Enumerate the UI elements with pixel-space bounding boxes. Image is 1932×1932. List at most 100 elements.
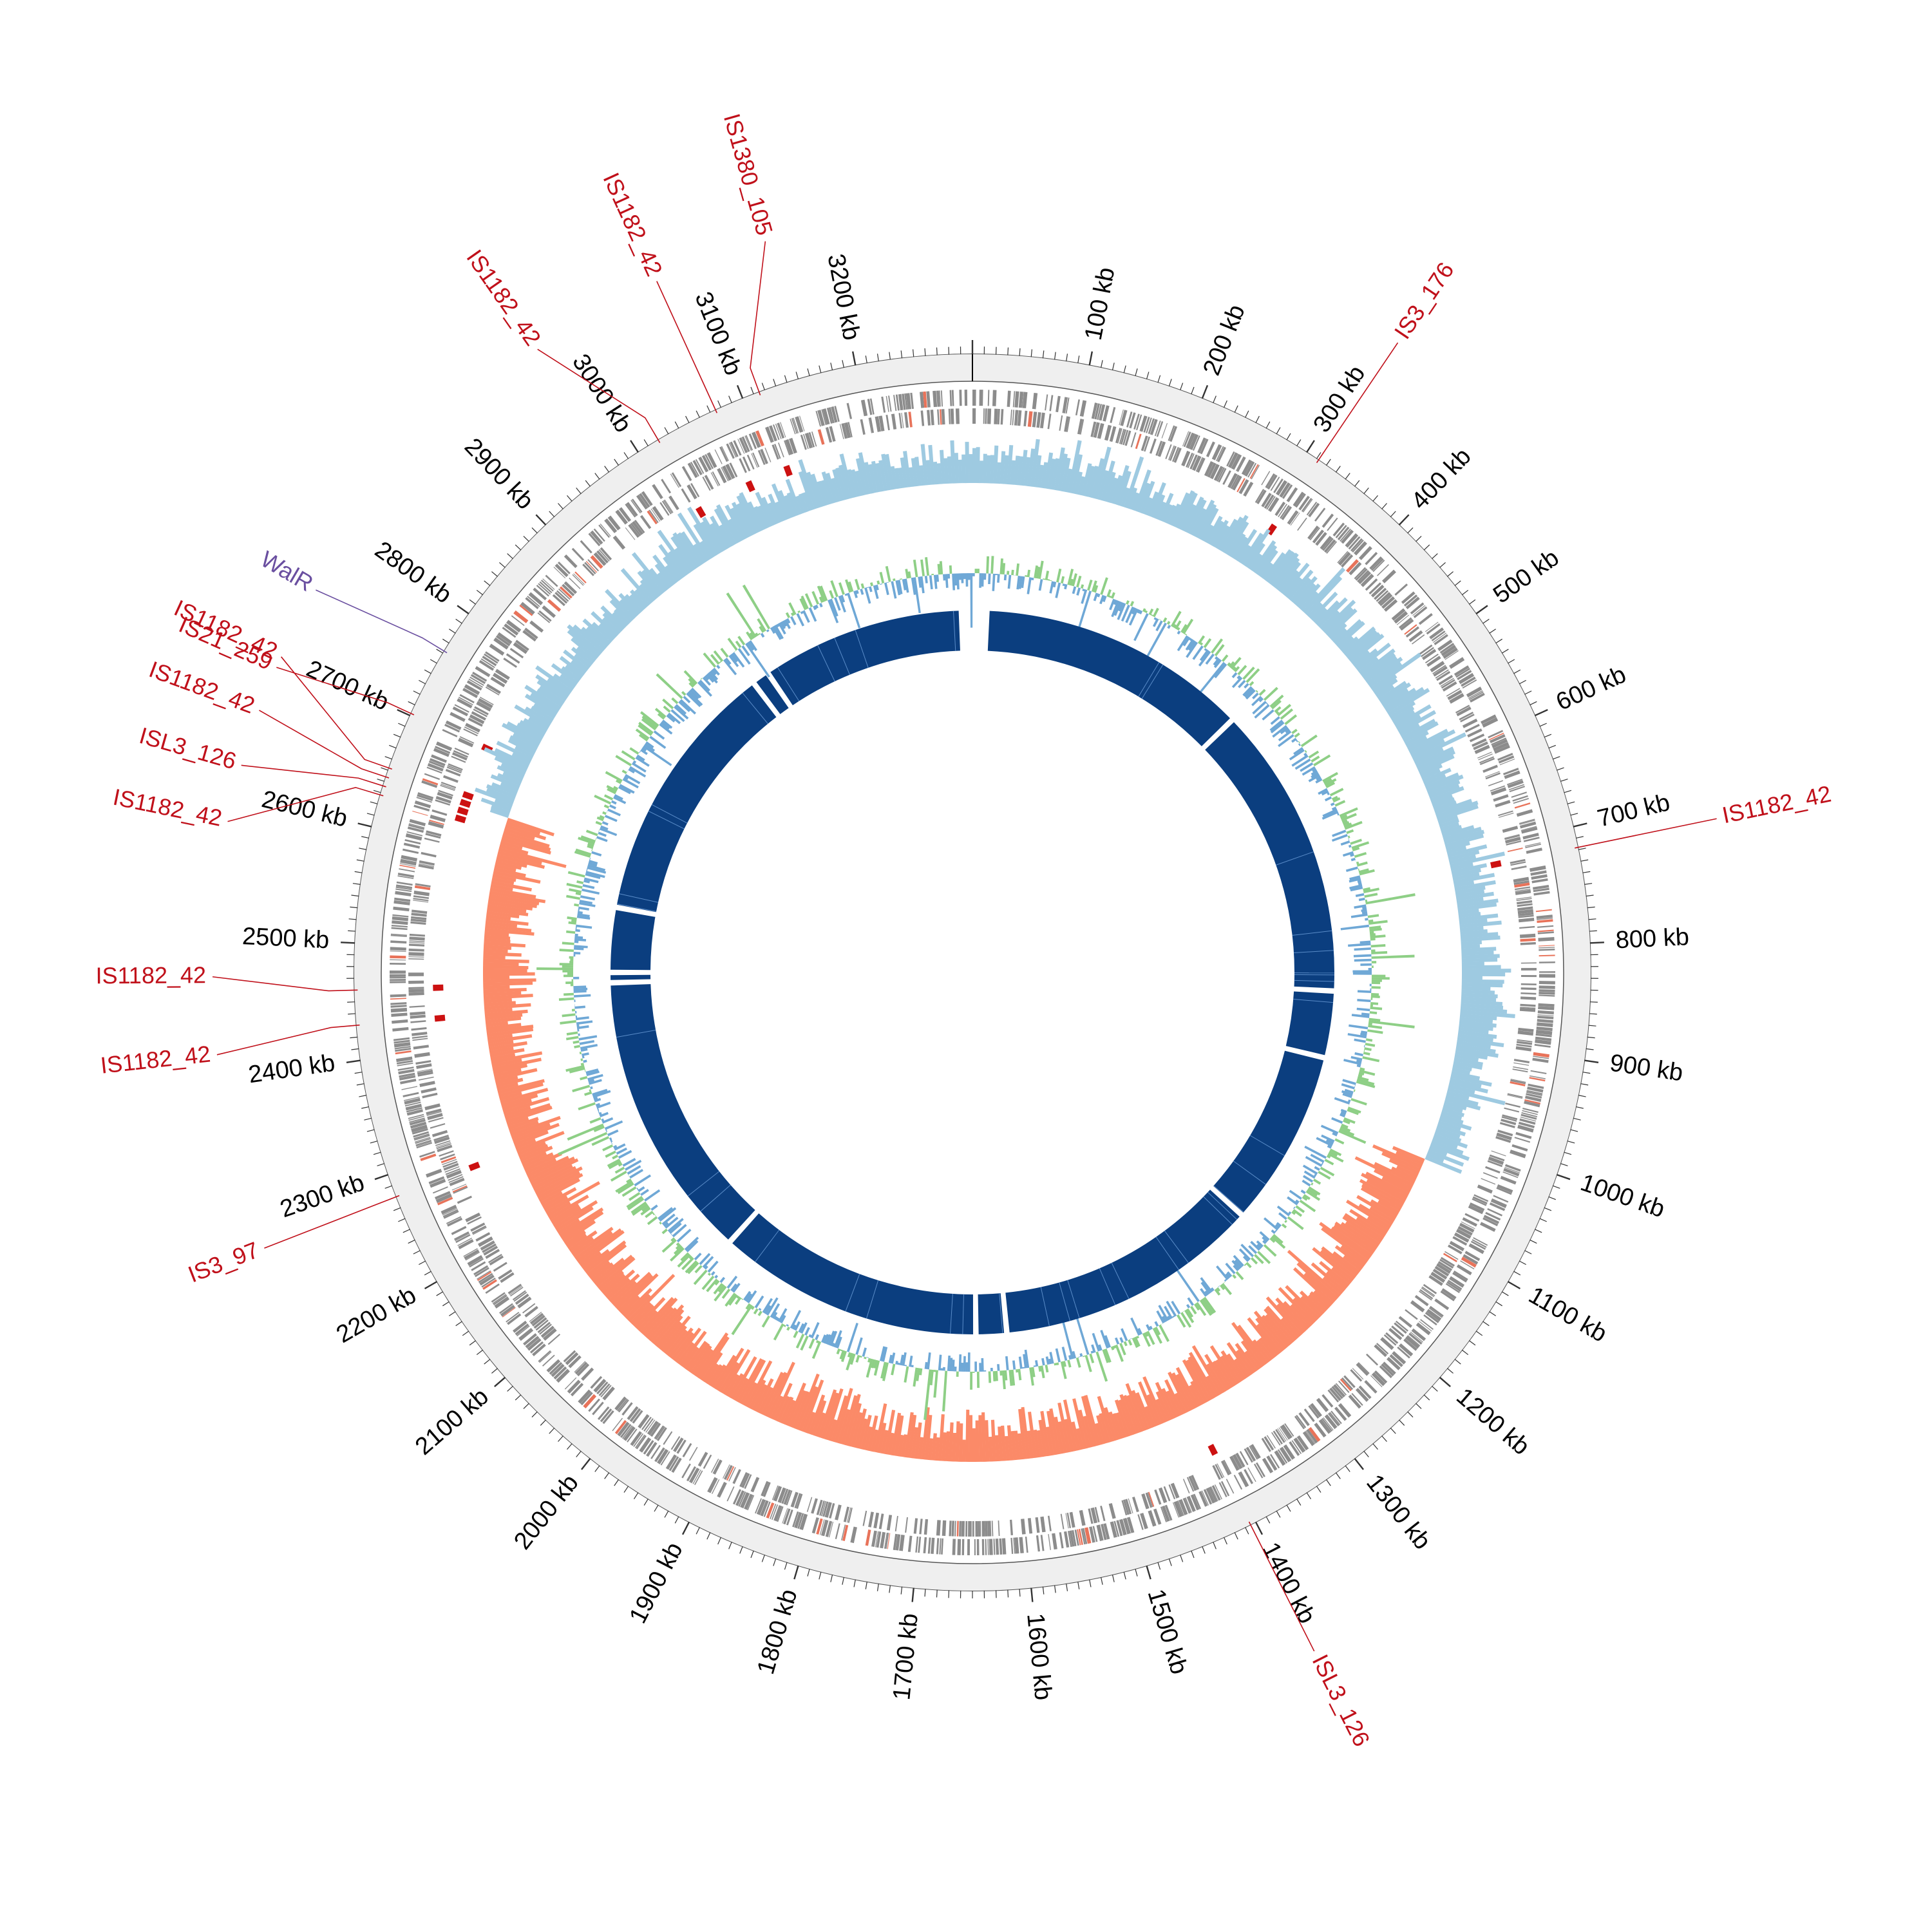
gene-forward-strand (735, 1490, 745, 1506)
gene-forward-strand (390, 940, 407, 944)
gc-content-bar (1255, 690, 1258, 693)
gene-reverse-strand (1115, 428, 1121, 444)
gene-reverse-strand (1287, 510, 1298, 524)
gc-content-bar (638, 734, 649, 742)
gc-skew-bar (817, 480, 828, 506)
gc-content-bar (1152, 618, 1159, 627)
gc-content-bar (602, 811, 607, 815)
gene-forward-strand (1065, 397, 1070, 414)
ruler-minor-tick (381, 767, 388, 771)
gene-reverse-strand (1355, 568, 1368, 581)
gene-reverse-strand (1518, 1027, 1534, 1032)
gene-reverse-strand (464, 726, 479, 735)
gene-forward-strand (976, 1539, 980, 1555)
gc-content-bar (578, 906, 589, 911)
gc-skew-bar (881, 453, 891, 491)
gene-forward-strand (399, 863, 416, 867)
gene-reverse-strand (822, 1501, 829, 1517)
gene-reverse-strand (948, 408, 951, 424)
gc-content-bar (817, 585, 826, 602)
gc-content-bar (860, 589, 864, 595)
gene-forward-strand (686, 1466, 697, 1482)
gene-forward-strand (1454, 1270, 1468, 1281)
gc-content-bar (1357, 880, 1361, 884)
gc-content-bar (873, 1359, 878, 1368)
gc-skew-bar (784, 495, 796, 518)
gc-skew-bar (1452, 1064, 1472, 1072)
gene-forward-strand (1251, 464, 1260, 480)
gene-forward-strand (464, 684, 480, 696)
gc-skew-bar (497, 765, 524, 780)
gc-content-bar (1323, 778, 1332, 784)
gene-reverse-strand (1507, 1093, 1523, 1098)
gc-skew-bar (728, 518, 743, 542)
gene-reverse-strand (689, 1446, 698, 1461)
gc-skew-bar (884, 1409, 896, 1455)
gene-reverse-strand (1436, 1263, 1452, 1274)
gc-skew-bar (1262, 552, 1285, 581)
gene-reverse-strand (442, 1160, 458, 1168)
gc-skew-bar (766, 1361, 795, 1419)
gene-reverse-strand (581, 1367, 594, 1381)
gene-forward-strand (989, 1539, 993, 1555)
gc-content-bar (1350, 913, 1368, 918)
gc-content-bar (1109, 598, 1115, 611)
gene-reverse-strand (663, 1431, 673, 1445)
gene-forward-strand (1441, 645, 1457, 657)
gc-content-bar (1365, 918, 1368, 921)
gene-forward-strand (714, 449, 723, 464)
gene-reverse-strand (1491, 1150, 1506, 1157)
gc-content-bar (1329, 1150, 1338, 1157)
gc-skew-bar (826, 472, 838, 503)
gc-content-bar (641, 715, 658, 729)
gene-reverse-strand (1510, 858, 1526, 864)
gc-skew-bar (1223, 515, 1249, 554)
ruler-minor-tick (491, 1368, 498, 1374)
gene-forward-strand (1535, 1033, 1552, 1037)
gc-skew-bar (1364, 656, 1398, 683)
gc-content-bar (1348, 844, 1352, 848)
gene-forward-strand (484, 653, 498, 664)
gc-skew-bar (1345, 1221, 1381, 1247)
gc-skew-bar (524, 694, 558, 716)
gene-forward-strand (633, 1433, 644, 1447)
gc-content-bar (757, 1311, 762, 1316)
gc-skew-bar (1383, 687, 1417, 710)
gc-content-bar (574, 1010, 577, 1014)
gene-reverse-strand (1510, 1079, 1526, 1084)
gene-reverse-strand (1421, 1287, 1435, 1298)
gene-reverse-strand (844, 422, 851, 439)
feature-leader-line (264, 1195, 400, 1249)
gene-forward-strand (1025, 1536, 1028, 1553)
gc-skew-bar (618, 1273, 659, 1312)
gc-content-bar (1322, 772, 1338, 782)
gene-forward-strand (1120, 410, 1128, 426)
gc-skew-bar (500, 1088, 549, 1104)
gc-skew-bar (1244, 1350, 1260, 1371)
gc-content-bar (848, 581, 854, 592)
gene-forward-strand (1293, 1437, 1306, 1453)
gc-content-bar (1295, 1199, 1300, 1204)
gc-skew-bar (864, 462, 875, 494)
gene-reverse-strand (981, 1520, 985, 1537)
gc-content-bar (1265, 702, 1269, 705)
ruler-minor-tick (1423, 1394, 1430, 1401)
gc-content-bar (1311, 755, 1320, 762)
gene-forward-strand (1408, 1332, 1423, 1345)
gc-skew-bar (1101, 460, 1115, 502)
ruler-minor-tick (773, 379, 777, 387)
gene-reverse-strand (413, 898, 429, 902)
gc-skew-bar (1229, 533, 1246, 558)
gene-reverse-strand (1376, 590, 1389, 602)
gc-content-bar (1059, 1311, 1074, 1359)
ruler-minor-tick (1588, 1025, 1596, 1027)
gene-forward-strand (454, 1231, 469, 1241)
ruler-minor-tick (507, 553, 513, 560)
gene-forward-strand (1470, 1240, 1486, 1250)
gene-forward-strand (1200, 439, 1209, 455)
gc-skew-bar (1414, 747, 1444, 764)
gc-content-bar (731, 1304, 753, 1336)
gene-forward-strand (519, 604, 533, 616)
gene-forward-strand (473, 1265, 489, 1276)
gc-skew-bar (1459, 1023, 1493, 1031)
